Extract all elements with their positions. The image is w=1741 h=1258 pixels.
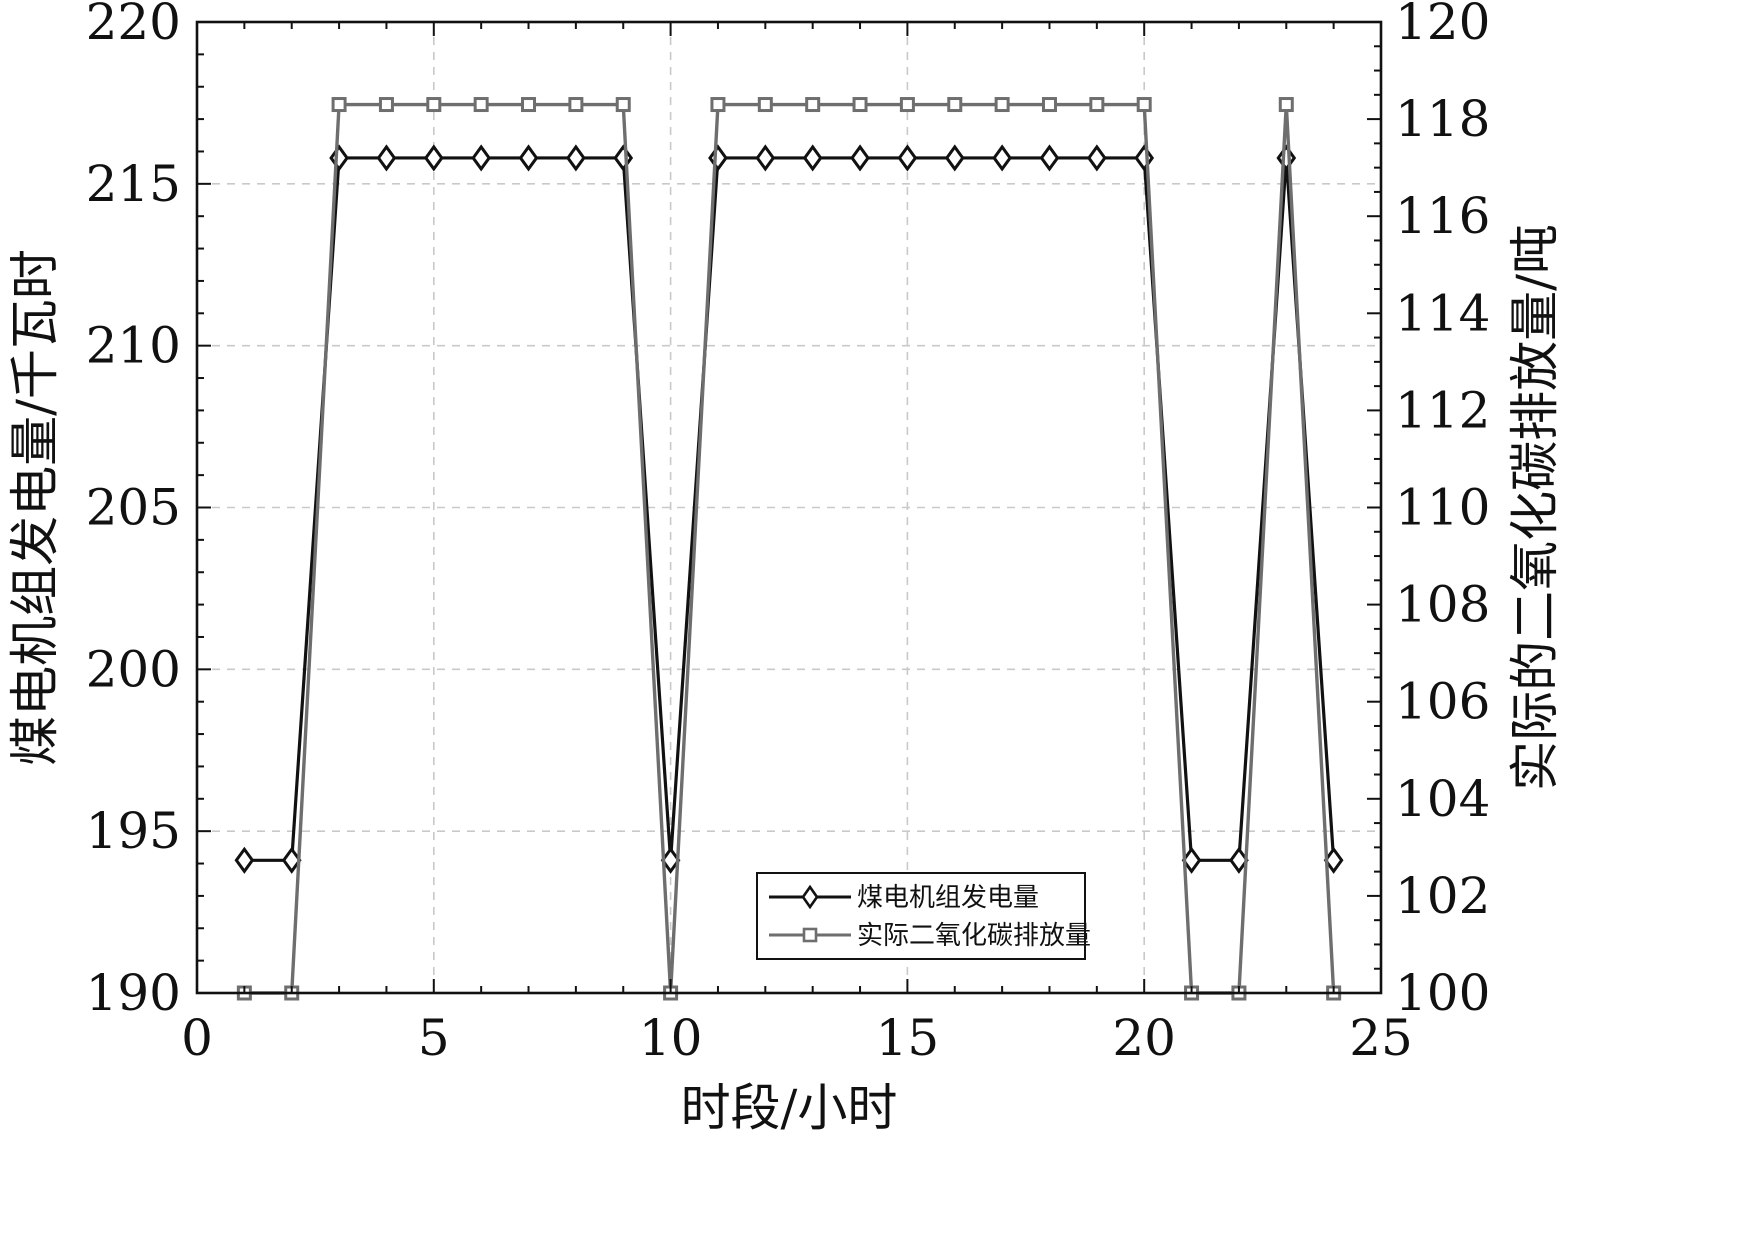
legend-diamond-marker [801,884,819,910]
data-point-square [1278,97,1294,113]
data-point-diamond [471,144,492,172]
data-point-diamond [1086,144,1107,172]
data-point-square [521,97,537,113]
legend-item-coal-power: 煤电机组发电量 [769,883,1039,913]
y-left-tick-label: 190 [86,964,181,1022]
x-tick-label: 15 [876,1009,940,1067]
y-right-tick-label: 102 [1395,867,1490,925]
data-point-square [568,97,584,113]
data-point-diamond [1229,846,1249,874]
y-right-tick-label: 100 [1395,964,1490,1022]
data-point-square [947,97,963,113]
y-right-tick-label: 112 [1395,381,1490,439]
data-point-square [1136,97,1152,113]
data-point-diamond [376,144,397,172]
y-left-tick-label: 210 [86,317,181,375]
data-point-square [426,97,442,113]
data-point-square [1089,97,1105,113]
data-point-diamond [944,144,965,172]
data-point-diamond [234,846,255,874]
data-point-square [805,97,821,113]
data-point-square [1041,97,1057,113]
legend-item-co2-emission: 实际二氧化碳排放量 [769,921,1091,951]
data-point-diamond [518,144,539,172]
x-tick-label: 0 [181,1009,213,1067]
data-point-diamond [1181,846,1202,874]
y-left-tick-label: 215 [86,155,181,213]
x-axis-title: 时段/小时 [681,1079,898,1137]
data-point-diamond [1323,846,1344,874]
data-point-diamond [566,144,586,172]
data-point-diamond [423,144,444,172]
legend: 煤电机组发电量 实际二氧化碳排放量 [756,872,1091,960]
data-point-square [710,97,726,113]
data-point-diamond [1039,144,1060,172]
x-tick-label: 25 [1349,1009,1413,1067]
grid [197,22,1381,993]
ticks: 0 5 10 15 20 25 190 195 200 205 210 215 220 100 102 104… [86,0,1491,1067]
y-right-tick-label: 114 [1395,284,1490,342]
data-point-square [378,97,394,113]
data-point-diamond [281,846,302,874]
data-point-square [331,97,347,113]
data-point-diamond [660,846,681,874]
y-right-tick-label: 104 [1395,770,1490,828]
y-right-tick-label: 106 [1395,673,1490,731]
legend-label: 实际二氧化碳排放量 [857,921,1091,951]
y-left-tick-label: 195 [86,802,181,860]
data-point-diamond [850,144,870,172]
y-right-tick-label: 110 [1395,479,1490,537]
data-point-square [615,97,631,113]
data-point-diamond [1134,144,1155,172]
y-axis-left-title: 煤电机组发电量/千瓦时 [6,249,64,766]
data-point-diamond [708,144,728,172]
data-point-square [899,97,915,113]
legend-label: 煤电机组发电量 [857,883,1039,913]
y-left-tick-label: 220 [86,0,181,51]
y-right-tick-label: 116 [1395,187,1490,245]
data-point-diamond [992,144,1012,172]
legend-square-marker [802,927,818,943]
data-point-diamond [613,144,634,172]
y-right-tick-label: 118 [1395,90,1490,148]
data-point-square [473,97,489,113]
series-layer [234,97,1344,1001]
data-point-diamond [897,144,918,172]
data-point-square [852,97,868,113]
series-coal-power [234,144,1344,874]
y-right-tick-label: 108 [1395,576,1490,634]
data-point-diamond [329,144,349,172]
data-point-diamond [755,144,776,172]
data-point-diamond [802,144,823,172]
series-co2-emission [236,97,1342,1001]
series-line [244,102,1336,995]
y-axis-right-title: 实际的二氧化碳排放量/吨 [1506,224,1564,791]
y-left-tick-label: 205 [86,479,181,537]
data-point-square [994,97,1010,113]
x-tick-label: 20 [1112,1009,1176,1067]
series-line [244,156,1336,862]
y-right-tick-label: 120 [1395,0,1490,51]
x-tick-label: 10 [639,1009,703,1067]
x-tick-label: 5 [418,1009,450,1067]
data-point-diamond [1276,144,1297,172]
data-point-square [757,97,773,113]
y-left-tick-label: 200 [86,640,181,698]
